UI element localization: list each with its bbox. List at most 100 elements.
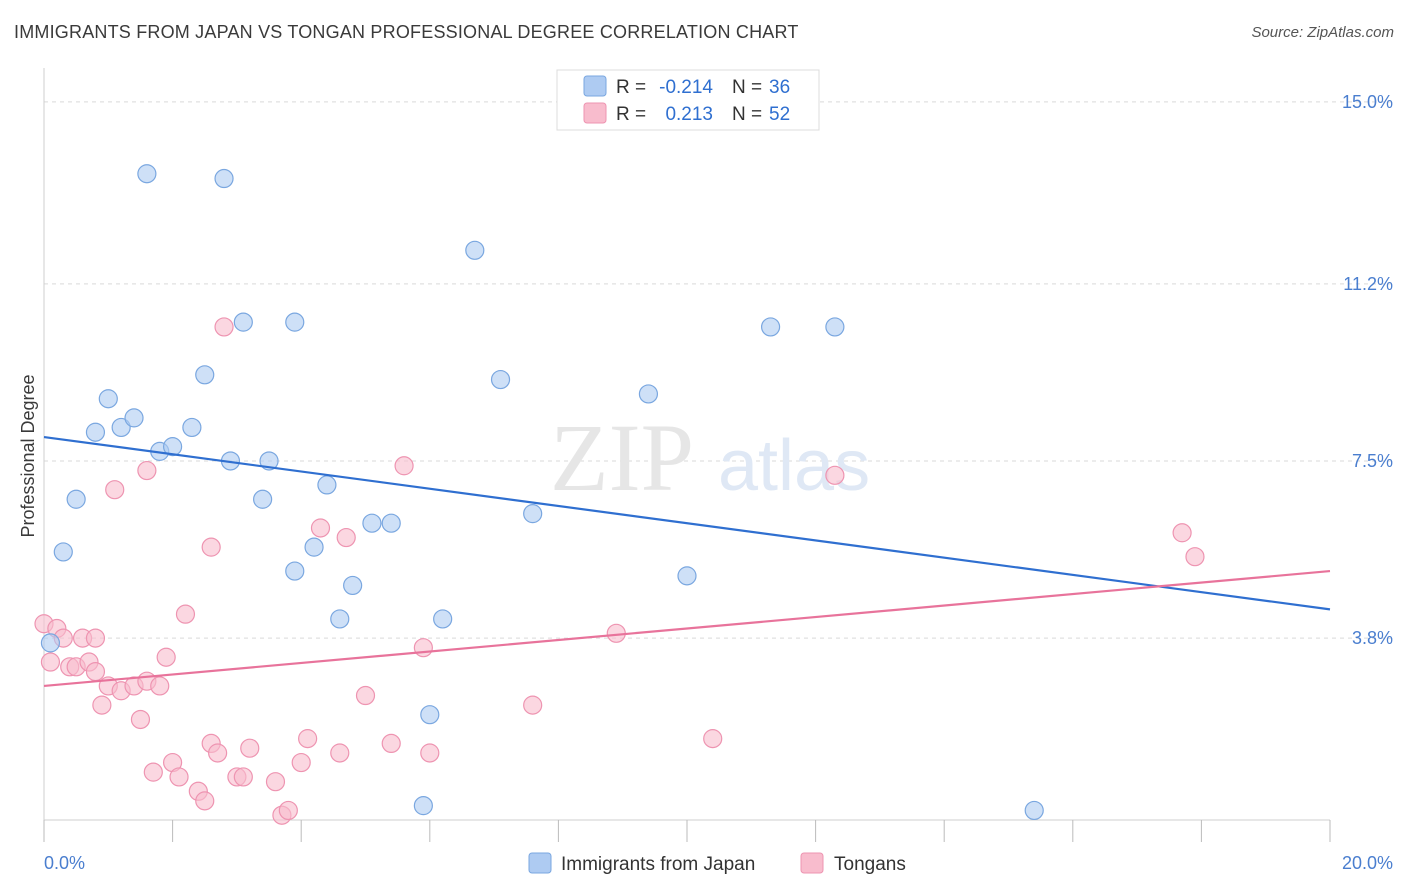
tongan-point-29 bbox=[214, 317, 234, 337]
japan-point-0 bbox=[40, 633, 61, 653]
japan-point-25 bbox=[413, 796, 433, 816]
tongan-point-44 bbox=[413, 638, 433, 658]
chart-title: IMMIGRANTS FROM JAPAN VS TONGAN PROFESSI… bbox=[14, 22, 799, 42]
tongan-point-15 bbox=[130, 709, 151, 730]
tongan-point-33 bbox=[265, 772, 286, 792]
bottom-legend-swatch-japan bbox=[528, 852, 552, 874]
tongan-point-28 bbox=[208, 743, 228, 763]
y-axis-label: Professional Degree bbox=[18, 374, 38, 537]
japan-point-10 bbox=[182, 417, 202, 438]
japan-point-15 bbox=[253, 489, 273, 509]
legend-swatch-japan bbox=[583, 75, 607, 97]
tongan-point-1 bbox=[40, 652, 61, 672]
japan-point-33 bbox=[760, 317, 781, 337]
tongan-point-23 bbox=[175, 604, 196, 624]
y-tick-label-0: 3.8% bbox=[1352, 628, 1393, 648]
tongan-point-40 bbox=[336, 527, 356, 548]
tongan-point-42 bbox=[381, 733, 401, 754]
tongan-point-8 bbox=[85, 661, 106, 682]
japan-point-5 bbox=[111, 417, 131, 438]
watermark-zip: ZIP bbox=[550, 404, 694, 511]
japan-point-21 bbox=[330, 609, 350, 629]
tongan-point-27 bbox=[201, 537, 221, 557]
japan-point-2 bbox=[66, 489, 86, 509]
tongan-point-20 bbox=[156, 647, 176, 667]
tongan-point-9 bbox=[85, 628, 106, 648]
legend-n-value-japan: 36 bbox=[769, 77, 790, 98]
axes bbox=[43, 68, 1331, 842]
source-label: Source: ZipAtlas.com bbox=[1251, 24, 1394, 41]
japan-point-28 bbox=[465, 240, 485, 260]
tongan-point-25 bbox=[195, 791, 215, 811]
tongan-point-19 bbox=[150, 676, 170, 696]
japan-point-7 bbox=[137, 164, 157, 184]
japan-point-11 bbox=[195, 365, 215, 385]
japan-point-23 bbox=[362, 513, 382, 533]
japan-point-26 bbox=[420, 705, 440, 725]
watermark-atlas: atlas bbox=[718, 426, 870, 506]
tongan-point-12 bbox=[105, 480, 125, 500]
japan-point-27 bbox=[433, 609, 453, 629]
japan-point-6 bbox=[124, 408, 144, 428]
legend-r-value-japan: -0.214 bbox=[659, 77, 713, 98]
watermark: ZIP atlas bbox=[550, 404, 870, 511]
x-tick-label-min: 0.0% bbox=[44, 853, 85, 873]
japan-point-4 bbox=[98, 389, 118, 409]
japan-point-16 bbox=[259, 451, 279, 471]
tongan-point-43 bbox=[394, 456, 414, 476]
tongan-point-49 bbox=[825, 465, 845, 485]
tongan-point-32 bbox=[240, 738, 260, 758]
japan-point-22 bbox=[343, 575, 363, 596]
bottom-legend-label-tongan: Tongans bbox=[834, 854, 906, 875]
japan-point-29 bbox=[490, 369, 511, 390]
legend-n-label-tongan: N = bbox=[732, 104, 762, 125]
top-legend: R = -0.214 N = 36 R = 0.213 N = 52 bbox=[556, 69, 820, 131]
tongan-point-37 bbox=[298, 729, 318, 749]
y-tick-label-2: 11.2% bbox=[1343, 274, 1393, 294]
tongan-point-22 bbox=[169, 767, 189, 787]
tongan-point-10 bbox=[92, 695, 112, 715]
japan-point-3 bbox=[85, 422, 106, 442]
series-tongans bbox=[34, 317, 1205, 825]
legend-swatch-tongan bbox=[583, 102, 607, 124]
legend-r-label-japan: R = bbox=[616, 77, 646, 98]
legend-n-value-tongan: 52 bbox=[769, 104, 790, 125]
japan-point-31 bbox=[638, 384, 659, 404]
japan-point-30 bbox=[523, 504, 543, 524]
tongan-trend-line bbox=[43, 569, 1331, 688]
japan-point-20 bbox=[317, 475, 337, 495]
japan-point-17 bbox=[285, 312, 305, 332]
japan-point-35 bbox=[1024, 800, 1044, 821]
japan-point-9 bbox=[163, 437, 183, 457]
bottom-legend-swatch-tongan bbox=[800, 852, 824, 874]
y-tick-label-1: 7.5% bbox=[1352, 451, 1393, 471]
legend-r-value-tongan: 0.213 bbox=[665, 104, 713, 125]
japan-point-12 bbox=[214, 168, 234, 189]
bottom-legend-label-japan: Immigrants from Japan bbox=[561, 854, 755, 875]
y-tick-label-3: 15.0% bbox=[1342, 92, 1393, 112]
tongan-point-38 bbox=[310, 518, 331, 538]
tongan-point-50 bbox=[1172, 523, 1192, 543]
tongan-point-17 bbox=[137, 460, 157, 481]
japan-point-24 bbox=[381, 513, 401, 533]
japan-trend-line bbox=[43, 435, 1331, 611]
tongan-point-35 bbox=[278, 800, 298, 821]
legend-n-label-japan: N = bbox=[732, 77, 762, 98]
tongan-point-18 bbox=[143, 762, 163, 782]
tongan-point-41 bbox=[355, 685, 376, 706]
legend-r-label-tongan: R = bbox=[616, 104, 646, 125]
series-immigrants-from-japan bbox=[40, 164, 1044, 821]
tongan-point-31 bbox=[233, 767, 253, 787]
tongan-point-45 bbox=[420, 743, 440, 763]
japan-point-32 bbox=[677, 566, 697, 586]
japan-point-19 bbox=[304, 537, 324, 557]
x-tick-label-max: 20.0% bbox=[1342, 853, 1393, 873]
japan-point-14 bbox=[233, 312, 253, 332]
bottom-legend: Immigrants from Japan Tongans bbox=[528, 852, 906, 875]
trend-lines bbox=[43, 435, 1331, 688]
tongan-point-51 bbox=[1185, 547, 1205, 567]
japan-point-34 bbox=[825, 317, 845, 337]
japan-point-1 bbox=[53, 542, 73, 562]
tongan-point-39 bbox=[330, 743, 350, 763]
